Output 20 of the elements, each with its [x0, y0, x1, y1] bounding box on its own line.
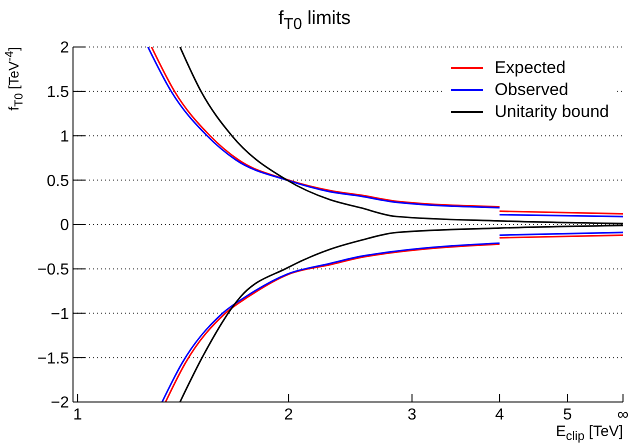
y-tick-label: −0.5	[37, 262, 70, 279]
y-tick-label: 1.5	[46, 84, 70, 102]
legend-label: Expected	[494, 58, 566, 78]
y-tick-label: 1	[60, 128, 70, 146]
y-tick-label: 0.5	[46, 172, 70, 190]
y-tick-label: −2	[50, 394, 70, 412]
y-tick-label: 2	[60, 40, 70, 57]
x-tick-label: ∞	[617, 406, 629, 424]
x-tick-label: 3	[408, 406, 417, 424]
chart-title: f$_{T0}$ limits	[277, 8, 352, 34]
legend-label: Unitarity bound	[494, 102, 609, 122]
x-axis-title: E$_{clip}$ [TeV]	[556, 423, 623, 443]
x-tick-label: 5	[563, 406, 572, 424]
x-tick-label: 2	[284, 406, 294, 424]
x-tick-label: 1	[73, 406, 82, 424]
y-tick-label: −1	[50, 306, 70, 323]
y-tick-label: −1.5	[37, 350, 70, 368]
y-tick-label: 0	[60, 217, 70, 234]
x-tick-label: 4	[495, 406, 504, 424]
legend-label: Observed	[494, 80, 568, 100]
